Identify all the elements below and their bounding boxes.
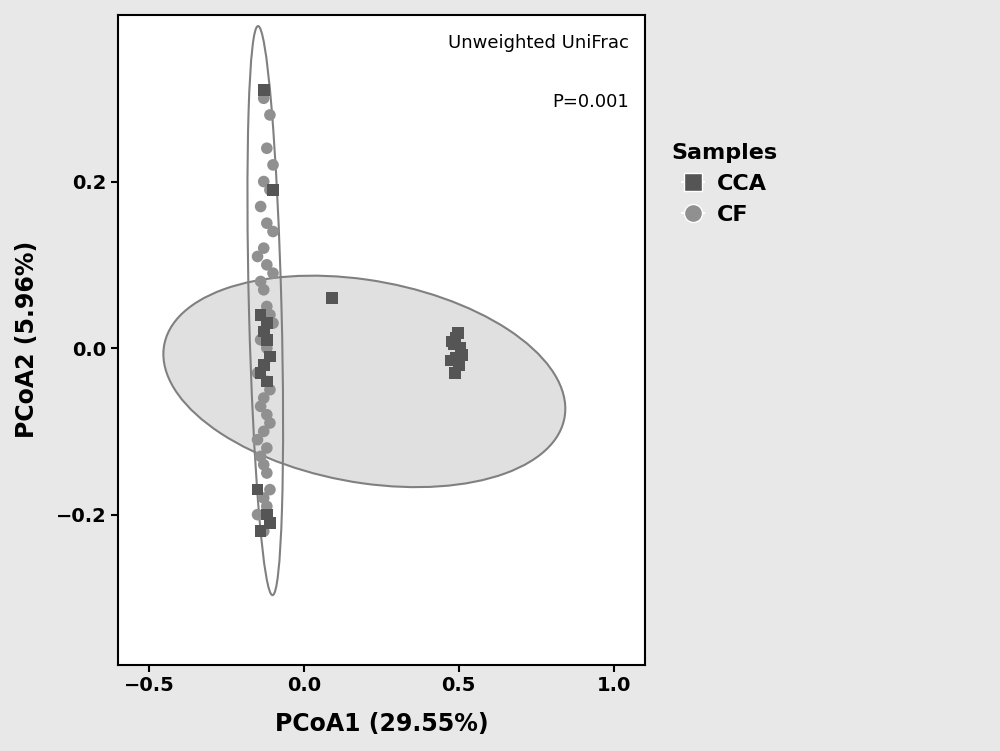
CCA bbox=[259, 376, 275, 388]
CCA bbox=[250, 484, 266, 496]
CCA bbox=[259, 333, 275, 345]
CF bbox=[262, 484, 278, 496]
CCA bbox=[447, 367, 463, 379]
CF bbox=[265, 159, 281, 171]
CCA bbox=[253, 525, 269, 537]
CF bbox=[265, 267, 281, 279]
CF bbox=[259, 376, 275, 388]
CCA bbox=[253, 367, 269, 379]
CCA bbox=[265, 184, 281, 196]
Y-axis label: PCoA2 (5.96%): PCoA2 (5.96%) bbox=[15, 241, 39, 439]
CCA bbox=[451, 359, 467, 371]
CCA bbox=[443, 354, 459, 366]
CF bbox=[250, 367, 266, 379]
Text: P=0.001: P=0.001 bbox=[552, 93, 629, 111]
CCA bbox=[448, 332, 464, 344]
CCA bbox=[452, 342, 468, 354]
CF bbox=[259, 142, 275, 154]
CF bbox=[259, 259, 275, 271]
CF bbox=[259, 442, 275, 454]
CF bbox=[259, 500, 275, 512]
CCA bbox=[259, 508, 275, 520]
CF bbox=[259, 217, 275, 229]
Text: Unweighted UniFrac: Unweighted UniFrac bbox=[448, 35, 629, 53]
Ellipse shape bbox=[163, 276, 565, 487]
CF bbox=[253, 451, 269, 463]
CF bbox=[253, 201, 269, 213]
CF bbox=[250, 508, 266, 520]
X-axis label: PCoA1 (29.55%): PCoA1 (29.55%) bbox=[275, 712, 488, 736]
CCA bbox=[256, 325, 272, 337]
CCA bbox=[444, 336, 460, 348]
CF bbox=[265, 225, 281, 237]
CF bbox=[253, 333, 269, 345]
CCA bbox=[454, 348, 470, 360]
CF bbox=[256, 425, 272, 437]
CF bbox=[253, 276, 269, 288]
CCA bbox=[324, 292, 340, 304]
CF bbox=[256, 325, 272, 337]
CCA bbox=[259, 317, 275, 329]
CF bbox=[256, 242, 272, 254]
CF bbox=[262, 309, 278, 321]
CF bbox=[256, 92, 272, 104]
CF bbox=[250, 251, 266, 263]
CF bbox=[259, 342, 275, 354]
CF bbox=[262, 109, 278, 121]
CCA bbox=[262, 351, 278, 363]
CCA bbox=[448, 352, 464, 364]
CF bbox=[262, 184, 278, 196]
CF bbox=[259, 409, 275, 421]
CF bbox=[265, 317, 281, 329]
CF bbox=[259, 467, 275, 479]
CCA bbox=[256, 359, 272, 371]
CF bbox=[256, 176, 272, 188]
CCA bbox=[450, 327, 466, 339]
CF bbox=[256, 392, 272, 404]
CF bbox=[262, 351, 278, 363]
CCA bbox=[446, 338, 462, 350]
CCA bbox=[256, 84, 272, 96]
CF bbox=[256, 284, 272, 296]
CF bbox=[262, 384, 278, 396]
Legend: CCA, CF: CCA, CF bbox=[671, 143, 778, 225]
CF bbox=[253, 400, 269, 412]
CCA bbox=[262, 517, 278, 529]
CCA bbox=[253, 309, 269, 321]
CF bbox=[256, 359, 272, 371]
CF bbox=[259, 300, 275, 312]
CF bbox=[256, 492, 272, 504]
CF bbox=[256, 525, 272, 537]
CF bbox=[250, 433, 266, 445]
CF bbox=[262, 417, 278, 429]
CF bbox=[256, 459, 272, 471]
